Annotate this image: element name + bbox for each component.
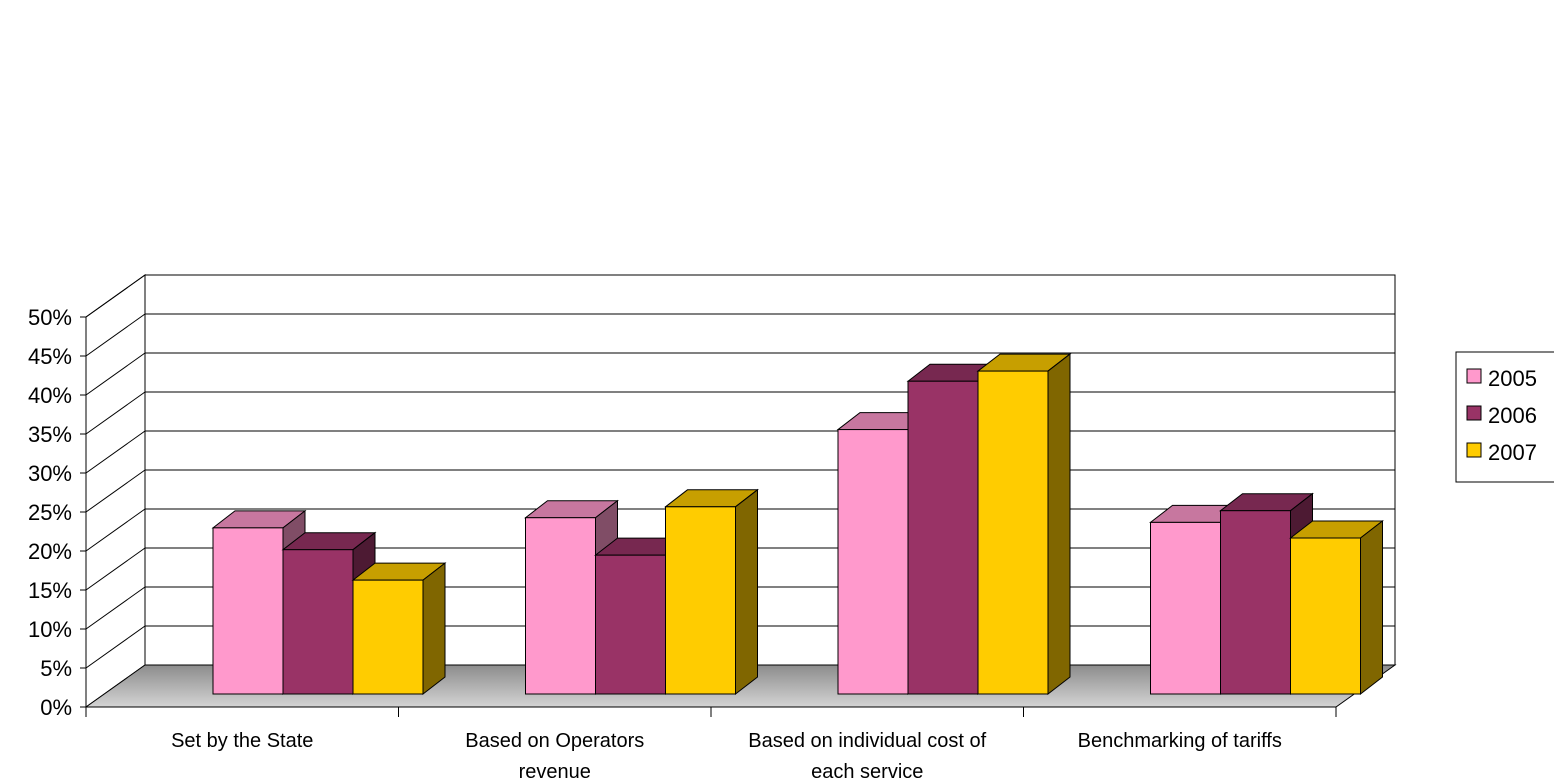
gridline-side bbox=[85, 313, 146, 357]
legend-label: 2005 bbox=[1488, 366, 1537, 391]
x-tick-label-line: each service bbox=[811, 761, 923, 782]
x-tick-label-line: Based on individual cost of bbox=[748, 730, 986, 752]
x-tick-label: Benchmarking of tariffs bbox=[1078, 730, 1282, 752]
gridline-side bbox=[85, 547, 146, 591]
y-tick-label: 10% bbox=[28, 617, 72, 642]
y-tick-label: 25% bbox=[28, 500, 72, 525]
y-tick-label: 50% bbox=[28, 305, 72, 330]
x-tick-label: Set by the State bbox=[171, 730, 313, 752]
bar bbox=[837, 429, 909, 695]
gridline-side bbox=[85, 274, 146, 318]
legend-swatch bbox=[1466, 442, 1482, 458]
bar bbox=[907, 380, 979, 695]
y-tick-label: 40% bbox=[28, 383, 72, 408]
bar bbox=[212, 527, 284, 695]
bar bbox=[1290, 537, 1361, 695]
bar-side bbox=[1360, 519, 1383, 696]
y-tick-label: 15% bbox=[28, 578, 72, 603]
y-axis: 0% 5% 10% 15% 20% 25% 30% 35% 40% 45% 50% bbox=[28, 305, 87, 720]
x-tick-label-line: Benchmarking of tariffs bbox=[1078, 730, 1282, 752]
x-tick-label-line: revenue bbox=[519, 761, 591, 782]
y-tick-label: 0% bbox=[40, 695, 72, 720]
legend-swatch bbox=[1466, 405, 1482, 421]
bar bbox=[665, 506, 736, 695]
y-tick-label: 5% bbox=[40, 656, 72, 681]
x-tick-label-line: Set by the State bbox=[171, 730, 313, 752]
bar bbox=[1150, 521, 1221, 695]
gridline-side bbox=[85, 352, 146, 396]
bar-side bbox=[735, 488, 758, 696]
gridline-side bbox=[85, 430, 146, 474]
y-tick-label: 20% bbox=[28, 539, 72, 564]
bar bbox=[595, 554, 666, 695]
gridline-side bbox=[85, 625, 146, 669]
gridline-side bbox=[85, 469, 146, 513]
bar-side bbox=[422, 562, 446, 696]
bar bbox=[1220, 510, 1291, 695]
x-tick-label: Based on individual cost of each service bbox=[748, 730, 986, 782]
bar bbox=[352, 579, 424, 695]
bar bbox=[525, 517, 596, 695]
y-tick-label: 30% bbox=[28, 461, 72, 486]
bar bbox=[977, 370, 1049, 695]
gridline-side bbox=[85, 508, 146, 552]
gridline-side bbox=[85, 391, 146, 435]
legend-label: 2006 bbox=[1488, 403, 1537, 428]
gridline-side bbox=[85, 586, 146, 630]
x-tick-label: Based on Operators revenue bbox=[465, 730, 644, 782]
bar-side bbox=[1047, 353, 1071, 696]
legend-swatch bbox=[1466, 368, 1482, 384]
bar bbox=[282, 549, 354, 695]
legend-label: 2007 bbox=[1488, 440, 1537, 465]
y-tick-label: 45% bbox=[28, 344, 72, 369]
y-tick-label: 35% bbox=[28, 422, 72, 447]
x-axis: Set by the State Based on Operators revenu… bbox=[85, 706, 1337, 782]
legend: 2005 2006 2007 bbox=[1455, 351, 1554, 483]
x-tick-label-line: Based on Operators bbox=[465, 730, 644, 752]
bars bbox=[211, 353, 1384, 696]
